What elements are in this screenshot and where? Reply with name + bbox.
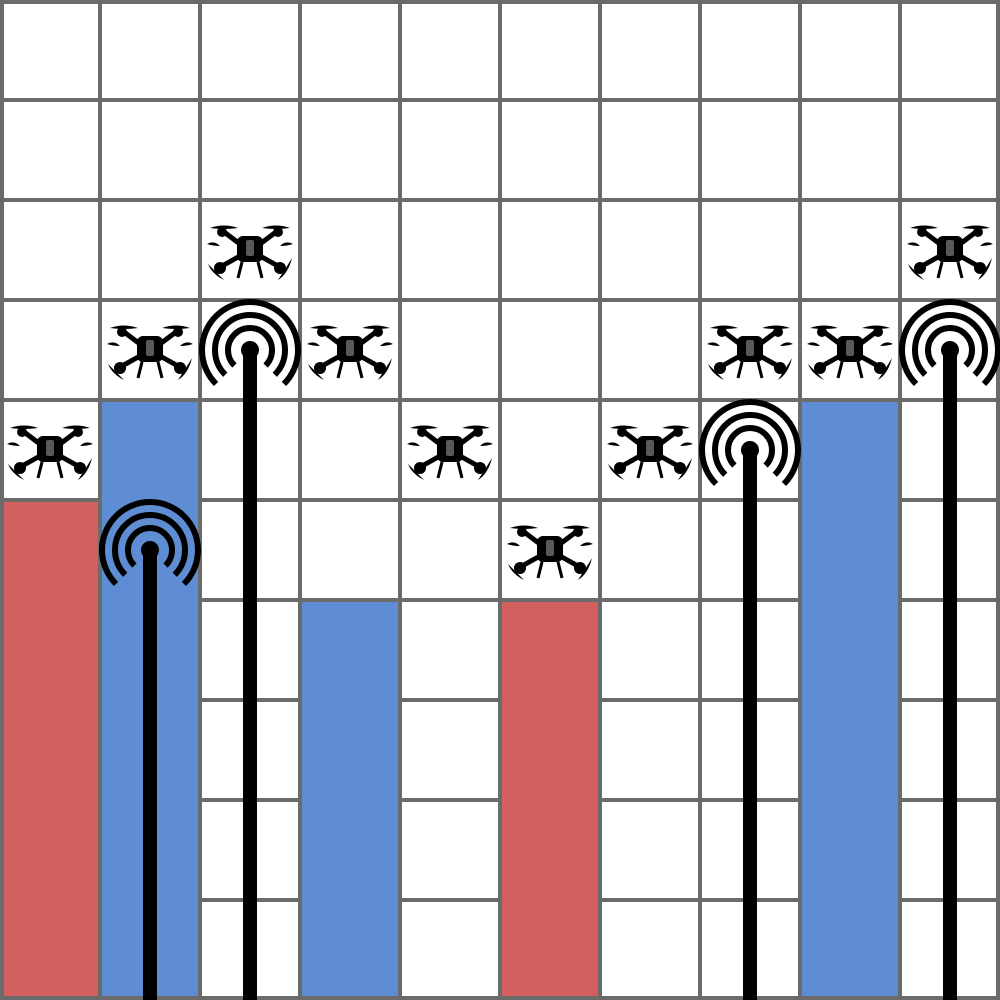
- grid-cell: [400, 300, 500, 400]
- signal-tower-icon: [699, 399, 801, 1000]
- grid-cell: [100, 200, 200, 300]
- grid-cell: [800, 100, 900, 200]
- towers-layer: [99, 299, 1000, 1000]
- grid-cell: [200, 100, 300, 200]
- grid-cell: [0, 0, 100, 100]
- signal-wave: [912, 312, 988, 377]
- signal-wave: [225, 325, 275, 368]
- grid-cell: [800, 0, 900, 100]
- grid-cell: [400, 900, 500, 1000]
- grid-cell: [700, 0, 800, 100]
- building-blue: [300, 600, 400, 1000]
- grid-cell: [400, 0, 500, 100]
- grid-cell: [500, 200, 600, 300]
- grid-cell: [500, 400, 600, 500]
- tower-mast: [943, 350, 957, 1000]
- signal-wave: [112, 512, 188, 577]
- grid-cell: [700, 100, 800, 200]
- grid-cell: [600, 700, 700, 800]
- signal-wave: [725, 425, 775, 468]
- grid-cell: [300, 200, 400, 300]
- tower-antenna-tip: [941, 341, 959, 359]
- tower-antenna-tip: [141, 541, 159, 559]
- tower-mast: [743, 450, 757, 1000]
- grid-cell: [800, 200, 900, 300]
- grid-cell: [400, 800, 500, 900]
- grid-cell: [0, 100, 100, 200]
- grid-cell: [600, 600, 700, 700]
- tower-mast: [143, 550, 157, 1000]
- grid-cell: [600, 900, 700, 1000]
- grid-cell: [0, 200, 100, 300]
- tower-antenna-tip: [741, 441, 759, 459]
- signal-wave: [699, 399, 801, 487]
- signal-wave: [125, 525, 175, 568]
- signal-wave: [712, 412, 788, 477]
- grid-cell: [300, 500, 400, 600]
- grid-cell: [900, 0, 1000, 100]
- grid-cell: [300, 100, 400, 200]
- signal-wave: [99, 499, 201, 587]
- grid-cell: [400, 700, 500, 800]
- building-blue: [800, 400, 900, 1000]
- signal-wave: [212, 312, 288, 377]
- signal-tower-icon: [199, 299, 301, 1000]
- building-red: [0, 500, 100, 1000]
- grid-cell: [600, 300, 700, 400]
- grid-cell: [400, 600, 500, 700]
- signal-wave: [899, 299, 1000, 387]
- signal-wave: [199, 299, 301, 387]
- tower-mast: [243, 350, 257, 1000]
- tower-antenna-tip: [241, 341, 259, 359]
- grid-cell: [400, 200, 500, 300]
- grid-cell: [600, 100, 700, 200]
- grid-cell: [300, 0, 400, 100]
- grid-cell: [700, 200, 800, 300]
- grid-cell: [900, 100, 1000, 200]
- grid-cell: [500, 100, 600, 200]
- signal-tower-icon: [899, 299, 1000, 1000]
- grid-cell: [400, 500, 500, 600]
- grid-cell: [600, 800, 700, 900]
- signal-tower-icon: [99, 499, 201, 1000]
- building-red: [500, 600, 600, 1000]
- grid-cell: [200, 0, 300, 100]
- grid-cell: [600, 500, 700, 600]
- grid-cell: [500, 300, 600, 400]
- grid-cell: [600, 200, 700, 300]
- grid-cell: [0, 300, 100, 400]
- grid-cell: [500, 0, 600, 100]
- grid-cell: [600, 0, 700, 100]
- grid-cell: [100, 100, 200, 200]
- grid-cell: [100, 0, 200, 100]
- grid-cell: [300, 400, 400, 500]
- grid-cell: [400, 100, 500, 200]
- signal-wave: [925, 325, 975, 368]
